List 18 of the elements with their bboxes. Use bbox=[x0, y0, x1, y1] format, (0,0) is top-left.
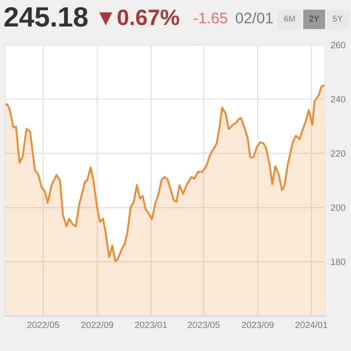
y-tick-label: 180 bbox=[331, 258, 346, 266]
y-tick-label: 240 bbox=[331, 96, 346, 102]
y-tick-label: 220 bbox=[331, 150, 346, 157]
x-tick-label: 2023/05 bbox=[188, 321, 220, 328]
text: -1.65 bbox=[194, 12, 228, 24]
x-tick-label: 2022/05 bbox=[27, 321, 60, 328]
y-tick-label: 260 bbox=[331, 42, 346, 48]
text: 2Y bbox=[309, 16, 320, 22]
text: 6M bbox=[284, 16, 295, 22]
x-tick-label: 2024/01 bbox=[296, 321, 328, 328]
text: ▼0.67% bbox=[99, 10, 180, 26]
text: 02/01 bbox=[236, 12, 273, 24]
x-tick-label: 2022/09 bbox=[81, 321, 114, 328]
y-tick-label: 200 bbox=[331, 204, 346, 211]
x-tick-label: 2023/01 bbox=[135, 321, 167, 328]
text: 5Y bbox=[332, 16, 343, 22]
x-tick-label: 2023/09 bbox=[242, 321, 274, 328]
text: 245.18 bbox=[4, 7, 88, 27]
